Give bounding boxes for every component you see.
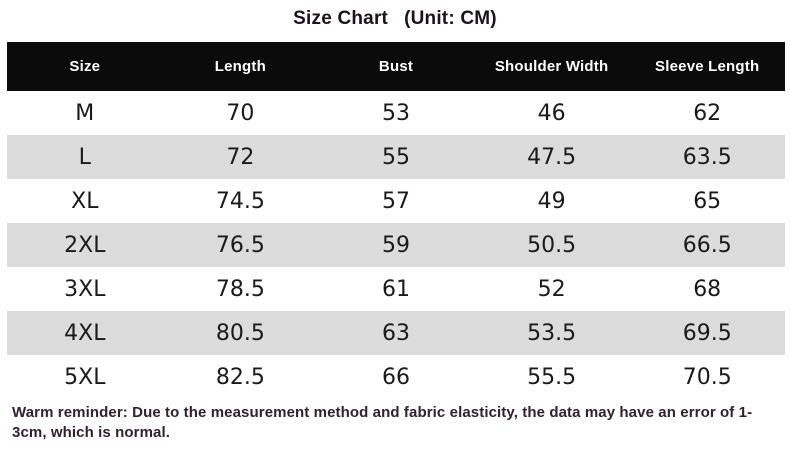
cell-length: 76.5 xyxy=(215,232,265,258)
size-table: Size Length Bust Shoulder Width Sleeve L… xyxy=(7,42,785,399)
cell-size: XL xyxy=(71,188,99,214)
table-row-xl: XL 74.5 57 49 65 xyxy=(7,179,785,223)
cell-shoulder-width: 53.5 xyxy=(527,320,577,346)
table-row-m: M 70 53 46 62 xyxy=(7,91,785,135)
warm-reminder-note: Warm reminder: Due to the measurement me… xyxy=(12,404,753,441)
cell-length: 78.5 xyxy=(215,276,265,302)
header-cell-sleeve-length: Sleeve Length xyxy=(655,58,760,75)
cell-bust: 55 xyxy=(381,144,410,170)
cell-shoulder-width: 55.5 xyxy=(527,364,577,390)
cell-sleeve-length: 62 xyxy=(693,100,722,126)
cell-size: M xyxy=(75,100,95,126)
cell-length: 80.5 xyxy=(215,320,265,346)
cell-sleeve-length: 68 xyxy=(693,276,722,302)
cell-bust: 57 xyxy=(381,188,410,214)
cell-shoulder-width: 47.5 xyxy=(527,144,577,170)
cell-size: L xyxy=(78,144,91,170)
cell-size: 4XL xyxy=(64,320,106,346)
size-chart-title: Size Chart xyxy=(293,8,389,29)
header-cell-bust: Bust xyxy=(378,58,414,75)
cell-shoulder-width: 46 xyxy=(537,100,566,126)
cell-bust: 61 xyxy=(381,276,410,302)
page-title: Size Chart (Unit: CM) xyxy=(0,8,790,30)
table-header-row: Size Length Bust Shoulder Width Sleeve L… xyxy=(7,42,785,91)
header-cell-length: Length xyxy=(214,58,266,75)
table-row-3xl: 3XL 78.5 61 52 68 xyxy=(7,267,785,311)
cell-sleeve-length: 70.5 xyxy=(682,364,732,390)
cell-sleeve-length: 63.5 xyxy=(682,144,732,170)
header-cell-size: Size xyxy=(69,58,101,75)
cell-size: 3XL xyxy=(64,276,106,302)
table-row-l: L 72 55 47.5 63.5 xyxy=(7,135,785,179)
cell-sleeve-length: 66.5 xyxy=(682,232,732,258)
cell-sleeve-length: 65 xyxy=(693,188,722,214)
cell-length: 72 xyxy=(226,144,255,170)
cell-size: 2XL xyxy=(64,232,106,258)
cell-length: 70 xyxy=(226,100,255,126)
cell-size: 5XL xyxy=(64,364,106,390)
table-row-2xl: 2XL 76.5 59 50.5 66.5 xyxy=(7,223,785,267)
cell-length: 82.5 xyxy=(215,364,265,390)
table-row-5xl: 5XL 82.5 66 55.5 70.5 xyxy=(7,355,785,399)
unit-label: (Unit: CM) xyxy=(404,8,497,29)
table-row-4xl: 4XL 80.5 63 53.5 69.5 xyxy=(7,311,785,355)
header-cell-shoulder-width: Shoulder Width xyxy=(494,58,609,75)
cell-bust: 63 xyxy=(381,320,410,346)
cell-shoulder-width: 49 xyxy=(537,188,566,214)
cell-length: 74.5 xyxy=(215,188,265,214)
cell-bust: 59 xyxy=(381,232,410,258)
cell-bust: 53 xyxy=(381,100,410,126)
cell-sleeve-length: 69.5 xyxy=(682,320,732,346)
cell-shoulder-width: 50.5 xyxy=(527,232,577,258)
cell-bust: 66 xyxy=(381,364,410,390)
cell-shoulder-width: 52 xyxy=(537,276,566,302)
